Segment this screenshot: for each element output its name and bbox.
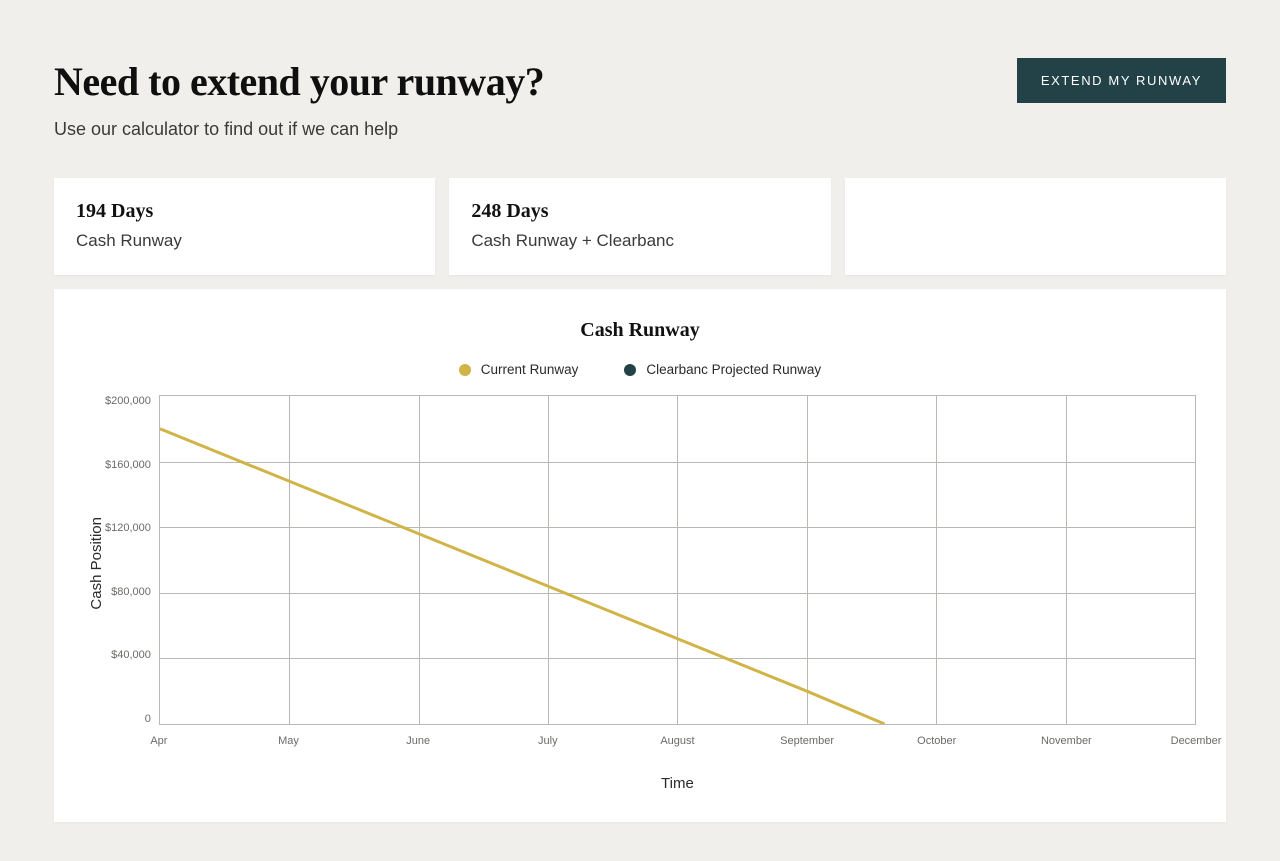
card-cash-runway-clearbanc: 248 Days Cash Runway + Clearbanc <box>449 178 830 275</box>
x-tick-label: August <box>660 735 694 747</box>
x-tick-label: June <box>406 735 430 747</box>
legend-swatch-icon <box>624 364 636 376</box>
x-tick-label: December <box>1171 735 1222 747</box>
card-value: 194 Days <box>76 200 413 223</box>
card-label: Cash Runway + Clearbanc <box>471 231 808 251</box>
y-tick-label: $200,000 <box>105 395 151 407</box>
chart-title: Cash Runway <box>84 319 1196 342</box>
y-tick-label: $120,000 <box>105 522 151 534</box>
summary-cards-row: 194 Days Cash Runway 248 Days Cash Runwa… <box>54 178 1226 275</box>
x-tick-label: November <box>1041 735 1092 747</box>
page-subtitle: Use our calculator to find out if we can… <box>54 119 1017 140</box>
y-axis-ticks: $200,000 $160,000 $120,000 $80,000 $40,000 0 <box>105 395 159 725</box>
y-tick-label: 0 <box>145 713 151 725</box>
legend-item-clearbanc: Clearbanc Projected Runway <box>624 362 821 377</box>
chart-panel: Cash Runway Current Runway Clearbanc Pro… <box>54 289 1226 822</box>
y-tick-label: $40,000 <box>111 649 151 661</box>
card-label: Cash Runway <box>76 231 413 251</box>
legend-item-current: Current Runway <box>459 362 579 377</box>
y-tick-label: $160,000 <box>105 459 151 471</box>
legend-label: Clearbanc Projected Runway <box>646 362 821 377</box>
card-value: 248 Days <box>471 200 808 223</box>
x-tick-label: May <box>278 735 299 747</box>
x-tick-label: Apr <box>150 735 167 747</box>
page-title: Need to extend your runway? <box>54 58 1017 105</box>
x-axis-title: Time <box>159 775 1196 792</box>
chart-plot-area <box>159 395 1196 725</box>
extend-runway-button[interactable]: EXTEND MY RUNWAY <box>1017 58 1226 103</box>
card-empty <box>845 178 1226 275</box>
card-cash-runway: 194 Days Cash Runway <box>54 178 435 275</box>
y-tick-label: $80,000 <box>111 586 151 598</box>
legend-label: Current Runway <box>481 362 579 377</box>
x-tick-label: October <box>917 735 956 747</box>
legend-swatch-icon <box>459 364 471 376</box>
x-axis-ticks: AprMayJuneJulyAugustSeptemberOctoberNove… <box>159 735 1196 749</box>
chart-legend: Current Runway Clearbanc Projected Runwa… <box>84 362 1196 377</box>
y-axis-title: Cash Position <box>84 517 105 610</box>
x-tick-label: July <box>538 735 558 747</box>
x-tick-label: September <box>780 735 834 747</box>
